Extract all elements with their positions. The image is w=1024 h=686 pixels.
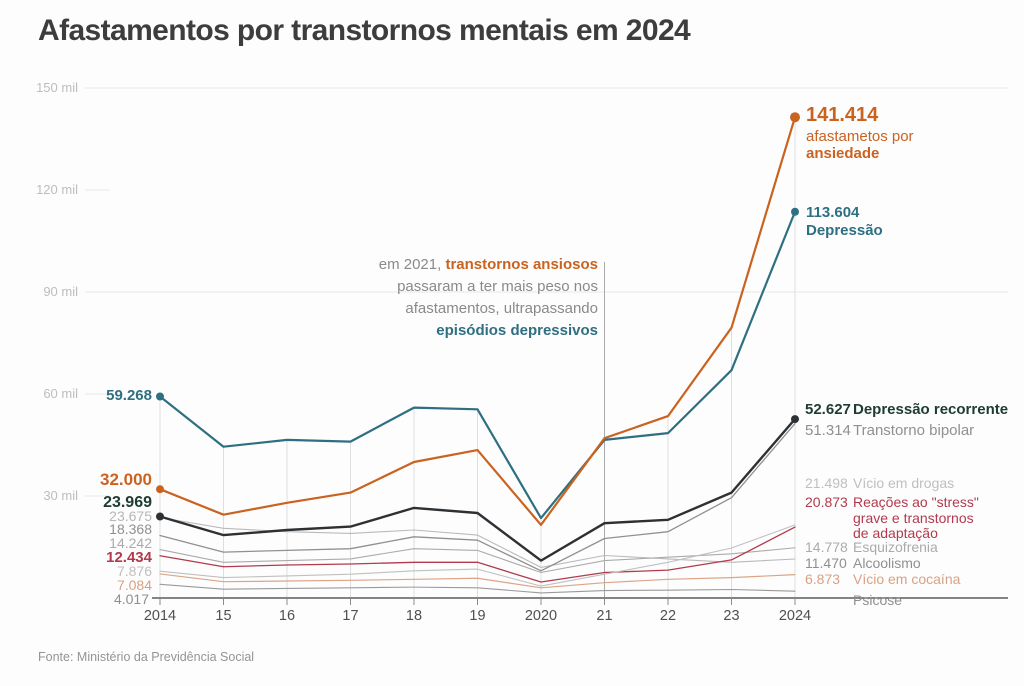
data-point-first-depressao [156,392,164,401]
series-line-depressao [158,210,797,520]
y-tick-150-mil: 150 mil [36,80,78,95]
annotation-text-1: em 2021, [378,256,446,273]
annotation-highlight-ansiosos: transtornos ansiosos [445,256,598,273]
series-line-esquizofrenia [159,547,796,574]
annotation-text-2: passaram a ter mais peso nos [397,278,598,295]
end-value-label-alcoolismo: 11.470 [805,555,847,571]
annotation-highlight-depressivos: episódios depressivos [436,322,598,339]
x-tick-22: 22 [659,608,677,624]
series-line-reacoes_stress [159,526,796,583]
chart-title: Afastamentos por transtornos mentais em … [38,14,691,47]
start-value-label-transtorno_bipolar: 18.368 [109,521,152,537]
series-line-transtorno_bipolar [159,422,796,572]
series-name-label-alcoolismo: Alcoolismo [853,555,921,571]
end-value-label-reacoes_stress: 20.873 [805,494,848,510]
series-name-label-reacoes_stress: Reações ao "stress" [853,494,979,510]
x-tick-17: 17 [342,608,359,624]
end-label-ansiedade-line0: 141.414 [806,104,879,126]
series-line-ansiedade [158,116,797,527]
series-name-label-reacoes_stress-line2: de adaptação [853,525,938,541]
annotation-text-3: afastamentos, ultrapassando [405,300,598,317]
start-value-label-reacoes_stress: 12.434 [106,549,152,566]
x-tick-2014: 2014 [143,608,177,624]
start-value-label-alcoolismo: 23.675 [109,508,152,524]
x-tick-23: 23 [723,608,740,624]
end-label-depressao-line1: Depressão [806,222,883,239]
series-name-label-vicio_cocaina: Vício em cocaína [853,571,961,587]
start-value-label-ansiedade: 32.000 [100,470,152,489]
x-tick-18: 18 [405,608,423,624]
y-tick-30-mil: 30 mil [43,488,78,503]
series-line-vicio_cocaina [159,573,796,589]
series-line-depressao_recorrente [158,417,797,562]
end-label-ansiedade-line2: ansiedade [806,145,880,162]
x-tick-21: 21 [596,608,613,624]
start-value-label-depressao: 59.268 [106,387,152,404]
y-tick-120-mil: 120 mil [36,182,78,197]
series-name-label-transtorno_bipolar: Transtorno bipolar [853,422,975,439]
start-value-label-vicio_drogas: 7.876 [116,563,152,579]
end-value-label-vicio_cocaina: 6.873 [805,571,841,587]
data-point-last-ansiedade [790,112,800,123]
x-tick-2020: 2020 [524,608,558,624]
data-point-last-depressao [791,207,799,216]
end-label-ansiedade-line1: afastametos por [806,128,914,145]
end-label-depressao-line0: 113.604 [806,204,860,221]
end-value-label-transtorno_bipolar: 51.314 [805,422,851,439]
x-tick-16: 16 [278,608,296,624]
start-value-label-esquizofrenia: 14.242 [109,535,152,551]
series-line-psicose [159,583,796,594]
x-tick-19: 19 [469,608,486,624]
end-value-label-esquizofrenia: 14.778 [805,539,848,555]
source-note: Fonte: Ministério da Previdência Social [38,650,255,664]
x-tick-15: 15 [215,608,232,624]
series-name-label-psicose: Psicose [853,592,903,608]
end-value-label-depressao_recorrente: 52.627 [805,401,851,418]
y-tick-90-mil: 90 mil [43,284,78,299]
series-name-label-depressao_recorrente: Depressão recorrente [853,401,1009,418]
series-name-label-esquizofrenia: Esquizofrenia [853,539,938,555]
series-name-label-reacoes_stress-line1: grave e transtornos [853,509,974,526]
data-point-last-depressao_recorrente [791,415,799,424]
start-value-label-psicose: 4.017 [110,592,152,607]
series-line-vicio_drogas [159,524,796,587]
x-tick-2024: 2024 [778,608,812,624]
series-name-label-vicio_drogas: Vício em drogas [853,475,955,491]
start-value-label-vicio_cocaina: 7.084 [116,577,152,593]
start-value-label-depressao_recorrente: 23.969 [103,494,152,511]
annotation-2021: em 2021, transtornos ansiosos passaram a… [318,254,598,342]
end-value-label-vicio_drogas: 21.498 [805,475,848,491]
y-tick-60-mil: 60 mil [43,386,78,401]
data-point-first-ansiedade [156,485,164,494]
data-point-first-depressao_recorrente [156,512,164,521]
